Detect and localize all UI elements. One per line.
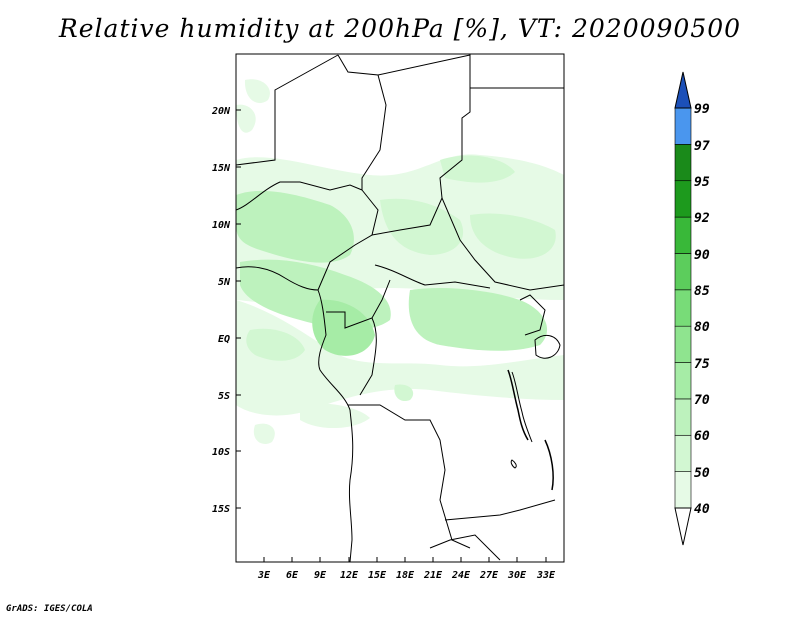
lon-label-30e: 30E — [507, 570, 527, 581]
border-niger-chad — [337, 54, 387, 190]
colorbar-label-97: 97 — [694, 139, 710, 154]
colorbar-swatch — [674, 362, 692, 400]
colorbar-swatch — [674, 398, 692, 436]
border-angola-drc — [348, 404, 471, 549]
colorbar-label-80: 80 — [694, 320, 710, 335]
map-title: Relative humidity at 200hPa [%], VT: 202… — [58, 14, 742, 43]
colorbar-bottom-arrow — [674, 507, 692, 546]
colorbar-label-75: 75 — [694, 357, 710, 372]
humidity-shading — [236, 79, 564, 445]
lat-label-15n: 15N — [212, 163, 231, 174]
lon-label-21e: 21E — [423, 570, 443, 581]
colorbar-swatches — [674, 107, 692, 509]
lat-label-20n: 20N — [211, 106, 231, 117]
colorbar-label-70: 70 — [694, 393, 710, 408]
border-north-west — [236, 54, 339, 166]
longitude-axis: 3E 6E 9E 12E 15E 18E 21E 24E 27E 30E 33E — [257, 557, 556, 581]
border-car-sudan — [371, 196, 564, 291]
lon-label-27e: 27E — [479, 570, 499, 581]
colorbar-swatch — [674, 325, 692, 363]
border-zambia — [444, 499, 556, 521]
map-frame — [235, 53, 565, 563]
country-borders — [236, 54, 564, 562]
colorbar-label-95: 95 — [694, 175, 710, 190]
colorbar-top-arrow — [674, 71, 692, 109]
colorbar-label-85: 85 — [694, 284, 710, 299]
border-uganda — [519, 294, 546, 336]
lon-label-3e: 3E — [257, 570, 271, 581]
colorbar-label-60: 60 — [694, 429, 710, 444]
border-chad-libya-sudan — [377, 54, 471, 199]
colorbar-swatch — [674, 434, 692, 472]
lat-label-5n: 5N — [218, 277, 231, 288]
lon-label-33e: 33E — [536, 570, 556, 581]
colorbar-swatch — [674, 144, 692, 182]
lon-label-24e: 24E — [451, 570, 471, 581]
border-gabon-congo — [326, 279, 391, 329]
border-namibia — [429, 534, 501, 561]
lake-malawi — [544, 439, 554, 491]
lon-label-6e: 6E — [286, 570, 299, 581]
colorbar-label-92: 92 — [694, 211, 710, 226]
lake-tanganyika-shore — [511, 371, 533, 443]
border-sahel — [236, 181, 363, 211]
colorbar-swatch — [674, 107, 692, 145]
colorbar-swatch — [674, 216, 692, 254]
lake-mweru — [510, 459, 517, 469]
lake-victoria — [534, 334, 561, 359]
border-nigeria-cameroon — [317, 189, 379, 291]
colorbar-swatch — [674, 289, 692, 327]
coastline — [236, 266, 354, 562]
colorbar-swatch — [674, 253, 692, 291]
colorbar-label-50: 50 — [694, 466, 710, 481]
lon-label-18e: 18E — [396, 570, 415, 581]
grads-credit: GrADS: IGES/COLA — [6, 604, 93, 614]
lon-label-9e: 9E — [314, 570, 327, 581]
border-congo-drc — [359, 317, 377, 396]
border-car-congo — [374, 264, 491, 289]
lon-label-15e: 15E — [368, 570, 387, 581]
colorbar: 40 50 60 70 75 80 85 90 92 95 97 99 — [674, 71, 710, 546]
lat-label-eq: EQ — [218, 334, 230, 345]
lon-label-12e: 12E — [340, 570, 359, 581]
latitude-axis: 20N 15N 10N 5N EQ 5S 10S 15S — [211, 106, 241, 515]
colorbar-label-99: 99 — [694, 102, 710, 117]
lat-label-5s: 5S — [218, 391, 230, 402]
colorbar-swatch — [674, 471, 692, 509]
colorbar-label-40: 40 — [694, 502, 710, 517]
lat-label-15s: 15S — [212, 504, 230, 515]
lat-label-10s: 10S — [212, 447, 230, 458]
colorbar-swatch — [674, 180, 692, 218]
colorbar-label-90: 90 — [694, 248, 710, 263]
lat-label-10n: 10N — [212, 220, 231, 231]
lake-tanganyika — [507, 369, 529, 441]
